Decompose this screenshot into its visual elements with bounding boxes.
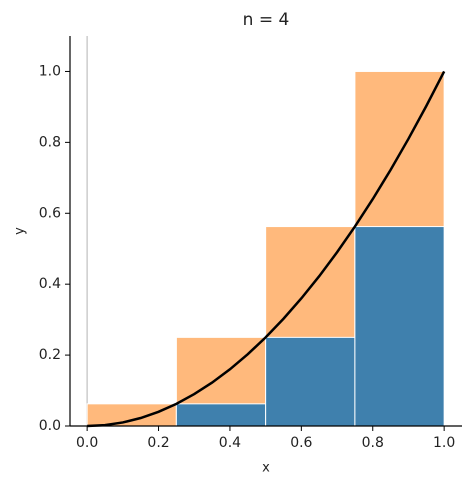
y-tick-label: 1.0 [39,63,61,79]
x-axis-label: x [262,461,270,476]
x-tick-label: 0.6 [290,435,312,451]
y-tick-label: 0.6 [39,205,61,221]
curve [87,70,446,428]
x-tick-label: 0.8 [362,435,384,451]
y-tick-label: 0.2 [39,347,61,363]
chart-title: n = 4 [243,10,290,30]
bar [86,403,177,427]
x-tick-label: 0.4 [219,435,241,451]
bar [354,226,445,427]
bar [175,403,267,427]
x-tick-label: 0.2 [147,435,169,451]
y-tick-label: 0.0 [39,418,61,434]
bar [265,336,356,427]
y-axis-label: y [13,227,28,235]
x-tick-label: 1.0 [433,435,455,451]
y-tick-label: 0.4 [39,276,61,292]
y-tick-label: 0.8 [39,134,61,150]
x-tick-label: 0.0 [76,435,98,451]
